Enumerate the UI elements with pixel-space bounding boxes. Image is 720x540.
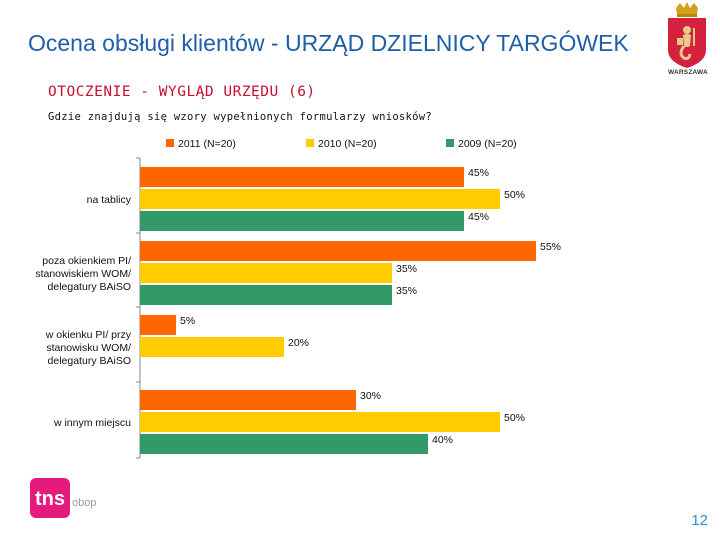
category-label: na tablicy (87, 194, 132, 206)
data-label: 35% (396, 285, 417, 297)
category-label: delegatury BAiSO (48, 281, 131, 293)
data-label: 30% (360, 390, 381, 402)
page-title: Ocena obsługi klientów - URZĄD DZIELNICY… (28, 30, 629, 56)
bar (140, 189, 500, 209)
category-label: poza okienkiem PI/ (42, 255, 131, 267)
data-label: 50% (504, 189, 525, 201)
data-label: 20% (288, 337, 309, 349)
legend-swatch (446, 139, 454, 147)
bar (140, 315, 176, 335)
category-label: stanowisku WOM/ (46, 342, 131, 354)
brand-text: tns (35, 488, 65, 510)
category-label: w innym miejscu (53, 417, 131, 429)
brand-sub-text: obop (72, 497, 96, 509)
data-label: 45% (468, 211, 489, 223)
category-label: delegatury BAiSO (48, 355, 131, 367)
category-label: w okienku PI/ przy (45, 329, 132, 341)
bar (140, 285, 392, 305)
legend-label: 2010 (N=20) (318, 138, 377, 150)
legend-label: 2011 (N=20) (178, 138, 236, 150)
bar (140, 211, 464, 231)
crest-label: WARSZAWA (668, 69, 708, 76)
bar (140, 167, 464, 187)
legend-swatch (166, 139, 174, 147)
data-label: 50% (504, 412, 525, 424)
question-text: Gdzie znajdują się wzory wypełnionych fo… (48, 111, 433, 123)
data-label: 40% (432, 434, 453, 446)
bar (140, 337, 284, 357)
tns-obop-logo: tns obop (30, 478, 96, 518)
data-label: 45% (468, 167, 489, 179)
bar (140, 241, 536, 261)
category-label: stanowiskiem WOM/ (35, 268, 131, 280)
data-label: 35% (396, 263, 417, 275)
bar (140, 434, 428, 454)
bar (140, 390, 356, 410)
legend-label: 2009 (N=20) (458, 138, 517, 150)
data-label: 5% (180, 315, 195, 327)
legend-swatch (306, 139, 314, 147)
bar (140, 412, 500, 432)
data-label: 55% (540, 241, 561, 253)
bar (140, 263, 392, 283)
warsaw-crest-icon (668, 2, 706, 68)
page-number: 12 (691, 512, 708, 529)
section-title: OTOCZENIE - WYGLĄD URZĘDU (6) (48, 84, 316, 100)
